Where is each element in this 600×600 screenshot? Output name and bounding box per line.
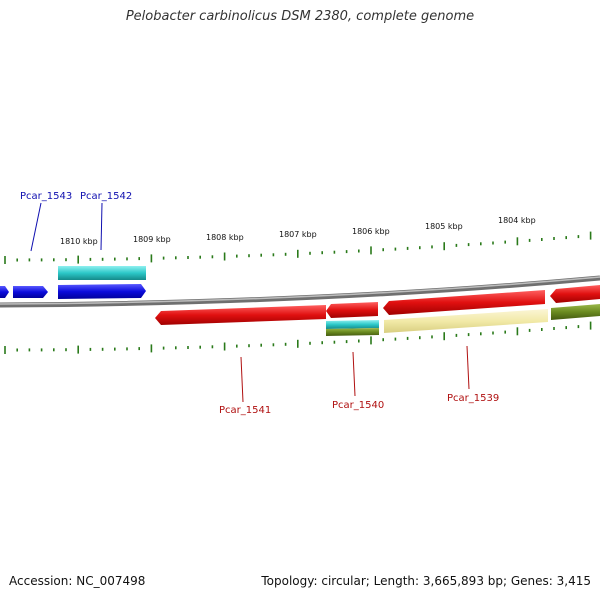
accession-label: Accession: NC_007498 bbox=[9, 574, 146, 588]
kbp-label: 1805 kbp bbox=[425, 222, 463, 231]
kbp-label: 1806 kbp bbox=[352, 227, 390, 236]
genome-summary: Topology: circular; Length: 3,665,893 bp… bbox=[261, 574, 591, 588]
cyan-feature-reverse[interactable] bbox=[326, 320, 379, 329]
kbp-label: 1809 kbp bbox=[133, 235, 171, 244]
outer-tick-row bbox=[4, 231, 592, 264]
leader-line bbox=[100, 202, 103, 251]
forward-cds-arrow[interactable] bbox=[13, 286, 48, 298]
gene-label-reverse[interactable]: Pcar_1539 bbox=[447, 393, 499, 404]
leader-line bbox=[466, 345, 470, 390]
map-title: Pelobacter carbinolicus DSM 2380, comple… bbox=[125, 9, 475, 24]
kbp-label: 1807 kbp bbox=[279, 230, 317, 239]
genome-backbone bbox=[0, 275, 600, 308]
leader-line bbox=[240, 356, 244, 403]
leader-line bbox=[352, 351, 356, 397]
leader-line bbox=[30, 202, 42, 252]
reverse-cds-arrow[interactable] bbox=[155, 305, 326, 325]
reverse-cds-arrow[interactable] bbox=[550, 285, 600, 303]
kbp-label: 1810 kbp bbox=[60, 237, 98, 246]
gene-label-reverse[interactable]: Pcar_1541 bbox=[219, 405, 271, 416]
olive-feature[interactable] bbox=[326, 328, 379, 336]
genome-backbone-highlight bbox=[0, 276, 600, 305]
reverse-cds-arrow[interactable] bbox=[326, 302, 378, 318]
gene-label-forward[interactable]: Pcar_1542 bbox=[80, 191, 132, 202]
forward-cds-arrow[interactable] bbox=[0, 286, 9, 298]
forward-cds-arrow[interactable] bbox=[58, 284, 146, 299]
gene-label-forward[interactable]: Pcar_1543 bbox=[20, 191, 72, 202]
kbp-label: 1808 kbp bbox=[206, 233, 244, 242]
pale-feature[interactable] bbox=[384, 309, 548, 333]
gene-label-reverse[interactable]: Pcar_1540 bbox=[332, 400, 384, 411]
kbp-label: 1804 kbp bbox=[498, 216, 536, 225]
inner-tick-row bbox=[4, 321, 592, 354]
olive-feature[interactable] bbox=[551, 304, 600, 320]
cyan-feature-forward[interactable] bbox=[58, 266, 146, 280]
reverse-cds-arrow[interactable] bbox=[383, 290, 545, 315]
